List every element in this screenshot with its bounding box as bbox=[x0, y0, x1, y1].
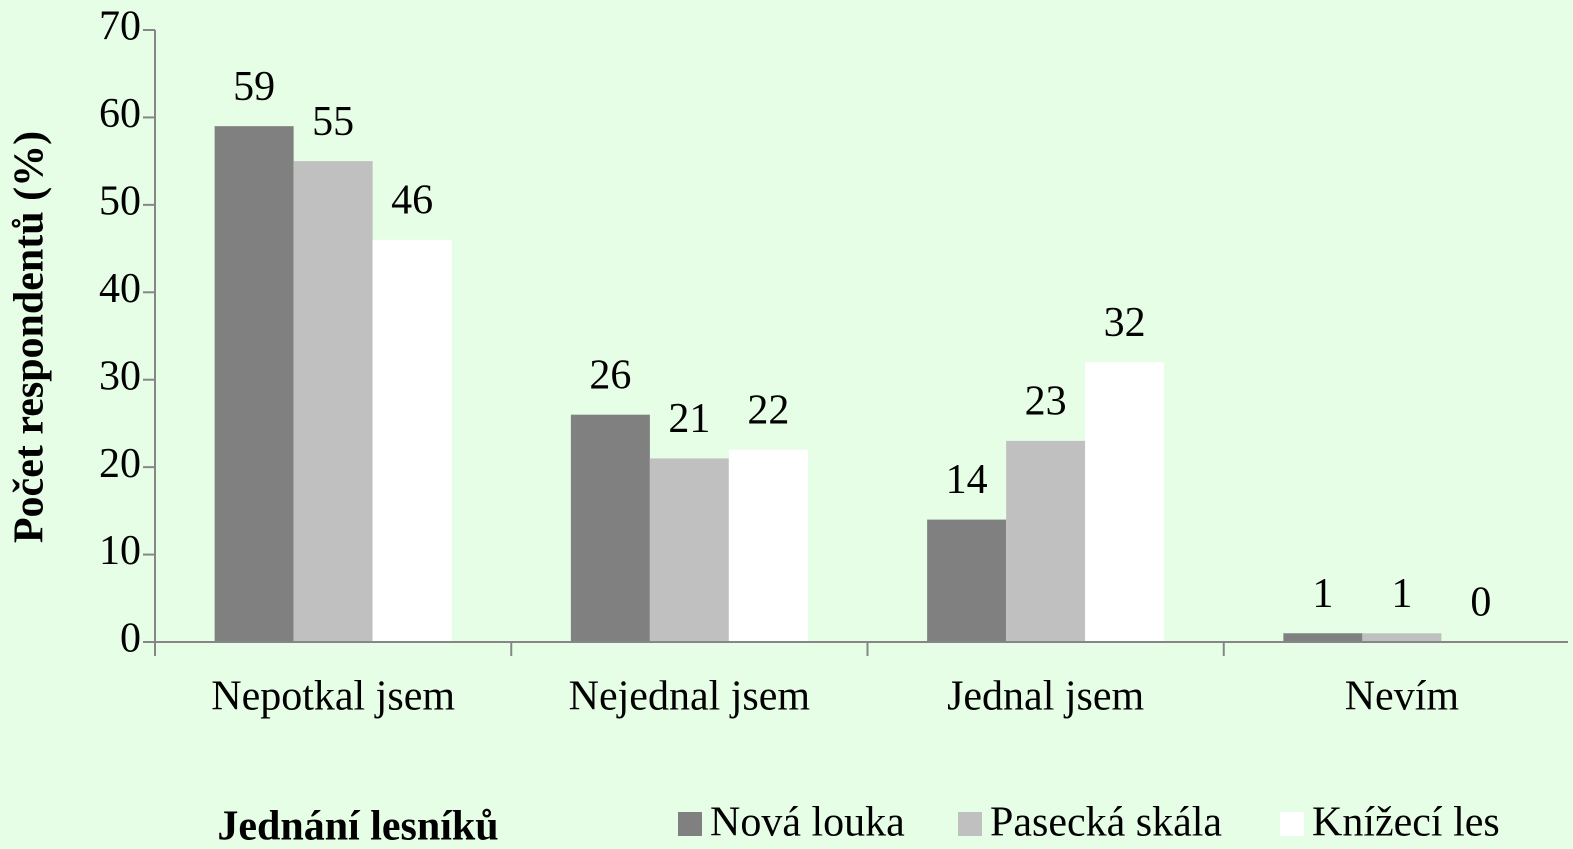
x-tick-label: Nepotkal jsem bbox=[211, 674, 455, 720]
data-label: 23 bbox=[1025, 379, 1067, 425]
legend-swatch bbox=[1280, 812, 1304, 836]
y-tick-label: 30 bbox=[99, 353, 141, 399]
y-tick-label: 70 bbox=[99, 4, 141, 50]
data-label: 14 bbox=[946, 457, 988, 503]
legend-swatch bbox=[678, 812, 702, 836]
legend-label: Knížecí les bbox=[1312, 800, 1500, 846]
bar bbox=[1006, 440, 1086, 642]
bar bbox=[570, 414, 650, 642]
data-label: 0 bbox=[1470, 580, 1491, 626]
data-label: 55 bbox=[312, 99, 354, 145]
x-tick-label: Nejednal jsem bbox=[569, 674, 811, 720]
data-label: 32 bbox=[1104, 300, 1146, 346]
bar bbox=[1362, 633, 1442, 642]
bar bbox=[927, 519, 1007, 642]
bar bbox=[372, 239, 452, 643]
bar bbox=[728, 449, 808, 642]
y-tick-label: 0 bbox=[120, 616, 141, 662]
data-label: 22 bbox=[747, 387, 789, 433]
x-tick-label: Jednal jsem bbox=[947, 674, 1144, 720]
data-label: 21 bbox=[668, 396, 710, 442]
data-label: 59 bbox=[233, 64, 275, 110]
bar bbox=[1085, 362, 1165, 642]
legend-label: Nová louka bbox=[710, 800, 905, 846]
x-axis-title: Jednání lesníků bbox=[217, 804, 498, 849]
bar bbox=[1283, 633, 1363, 642]
legend-label: Pasecká skála bbox=[990, 800, 1222, 846]
bar bbox=[649, 458, 729, 642]
data-label: 26 bbox=[589, 352, 631, 398]
y-tick-label: 20 bbox=[99, 441, 141, 487]
legend-swatch bbox=[958, 812, 982, 836]
y-tick-label: 40 bbox=[99, 266, 141, 312]
y-tick-label: 50 bbox=[99, 178, 141, 224]
data-label: 46 bbox=[391, 177, 433, 223]
data-label: 1 bbox=[1391, 571, 1412, 617]
y-axis-title: Počet respondentů (%) bbox=[7, 131, 53, 543]
x-tick-label: Nevím bbox=[1345, 674, 1460, 720]
y-tick-label: 10 bbox=[99, 528, 141, 574]
y-tick-label: 60 bbox=[99, 91, 141, 137]
bar bbox=[214, 126, 294, 642]
bar bbox=[293, 161, 373, 642]
data-label: 1 bbox=[1312, 571, 1333, 617]
